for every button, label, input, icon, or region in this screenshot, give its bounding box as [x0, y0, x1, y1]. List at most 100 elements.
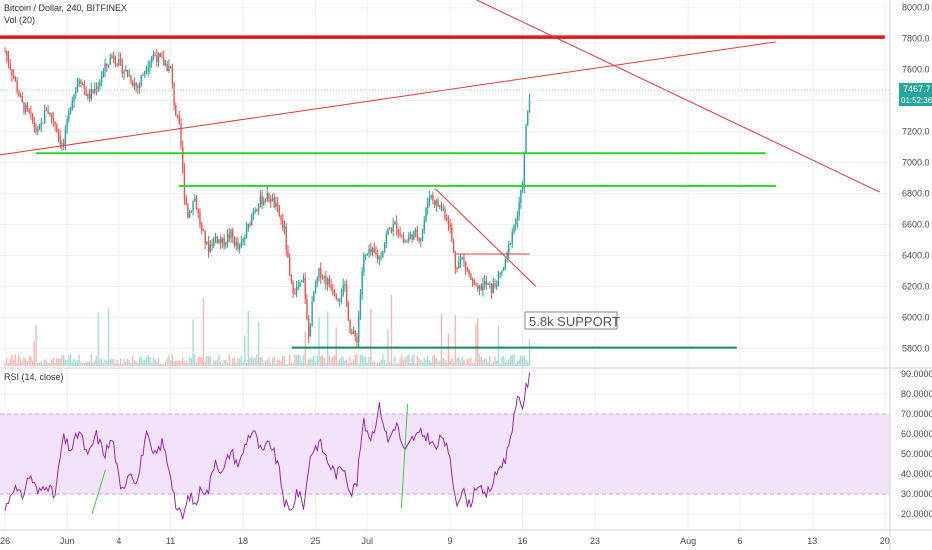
- volume-bar: [66, 360, 68, 366]
- candle-body: [102, 70, 105, 78]
- candle-body: [12, 75, 15, 78]
- candle-body: [100, 77, 103, 82]
- volume-bar: [16, 362, 18, 366]
- volume-bar: [42, 363, 44, 366]
- candle-body: [404, 241, 406, 243]
- candle-body: [26, 105, 29, 109]
- volume-bar: [81, 363, 84, 366]
- volume-bar: [444, 360, 446, 366]
- volume-bar: [487, 362, 489, 366]
- candle-body: [161, 56, 163, 58]
- candle-body: [307, 318, 310, 337]
- volume-bar: [494, 356, 496, 366]
- candle-body: [169, 66, 172, 68]
- candle-body: [452, 241, 455, 252]
- volume-bar: [480, 357, 482, 366]
- candle-body: [321, 277, 324, 279]
- candle-body: [237, 242, 239, 249]
- x-tick-label: 4: [116, 536, 121, 546]
- rsi-divergence-line-2: [400, 403, 409, 509]
- candle-body: [295, 287, 298, 294]
- candle-body: [309, 326, 312, 337]
- volume-bar: [94, 360, 96, 366]
- volume-bar: [332, 356, 334, 366]
- volume-bar: [128, 360, 130, 366]
- rsi-band: [0, 414, 890, 494]
- y-tick-label: 6000.0: [902, 312, 930, 322]
- candle-body: [25, 105, 27, 112]
- volume-bar: [451, 358, 453, 366]
- volume-bar: [183, 362, 186, 366]
- candle-body: [442, 208, 444, 210]
- candle-body: [219, 239, 222, 243]
- candle-body: [352, 331, 355, 335]
- candle-body: [285, 226, 287, 250]
- volume-bar: [85, 362, 87, 366]
- volume-bar: [71, 361, 73, 366]
- candle-body: [501, 270, 503, 273]
- candle-body: [427, 203, 429, 208]
- candle-body: [270, 199, 272, 202]
- candle-body: [75, 88, 77, 95]
- candle-body: [56, 124, 58, 133]
- volume-bar: [328, 355, 331, 366]
- volume-bar: [521, 356, 524, 366]
- candle-body: [175, 105, 177, 115]
- volume-bar: [440, 313, 443, 366]
- candle-body: [482, 283, 484, 291]
- candle-body: [28, 108, 30, 113]
- volume-bar: [138, 357, 141, 366]
- candle-body: [527, 111, 529, 126]
- candle-body: [390, 228, 393, 232]
- volume-bar: [515, 363, 517, 366]
- volume-bar: [192, 319, 194, 366]
- candle-body: [494, 283, 496, 286]
- candle-body: [78, 80, 80, 85]
- candle-body: [280, 215, 282, 220]
- volume-bar: [463, 359, 465, 366]
- volume-bar: [489, 356, 491, 366]
- volume-bar: [88, 361, 91, 366]
- rsi-tick-label: 50.0000: [901, 449, 932, 459]
- volume-bar: [297, 354, 300, 366]
- volume-bar: [295, 355, 298, 366]
- volume-bar: [40, 361, 42, 366]
- volume-bar: [76, 360, 79, 366]
- candle-body: [233, 237, 236, 246]
- volume-bar: [326, 311, 329, 366]
- volume-bar: [97, 312, 99, 366]
- candle-body: [516, 215, 519, 222]
- volume-bar: [456, 358, 458, 366]
- volume-bar: [382, 354, 384, 366]
- candle-body: [504, 258, 507, 268]
- volume-bar: [197, 356, 199, 366]
- volume-bar: [454, 315, 457, 366]
- volume-bar: [190, 358, 193, 366]
- volume-bar: [21, 361, 23, 366]
- candle-body: [90, 89, 92, 99]
- volume-bar: [475, 324, 477, 366]
- labels: Bitcoin / Dollar, 240, BITFINEX Vol (20)…: [4, 3, 932, 382]
- candle-body: [216, 236, 218, 243]
- rsi-tick-label: 70.0000: [901, 409, 932, 419]
- candle-body: [313, 291, 315, 302]
- candle-body: [121, 60, 124, 74]
- candle-body: [99, 81, 101, 87]
- candle-body: [6, 51, 8, 57]
- volume-bar: [492, 360, 494, 366]
- volume-bar: [389, 361, 391, 366]
- candle-body: [104, 63, 106, 71]
- candle-body: [485, 281, 488, 285]
- volume-bar: [173, 361, 175, 366]
- candle-body: [199, 213, 201, 225]
- volume-bar: [464, 363, 467, 366]
- rsi-pane: [0, 372, 890, 520]
- rsi-tick-label: 30.0000: [901, 489, 932, 499]
- candle-body: [40, 122, 42, 127]
- volume-bar: [268, 357, 270, 366]
- candle-body: [206, 241, 208, 244]
- candle-body: [356, 336, 358, 343]
- volume-bar: [118, 363, 120, 366]
- candle-body: [302, 278, 305, 281]
